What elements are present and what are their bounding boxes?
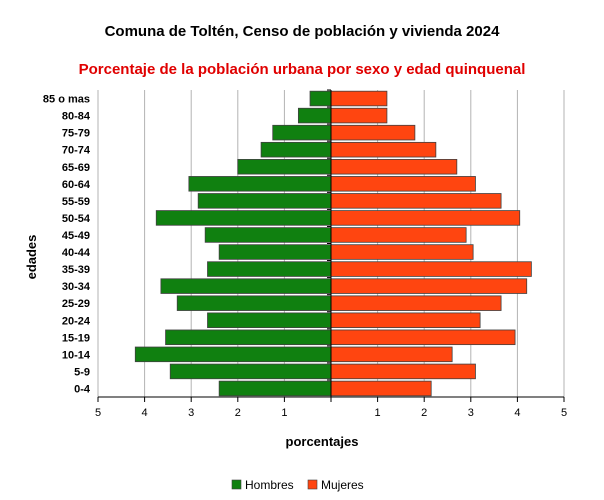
bar-hombres-25-29: [176, 295, 332, 311]
bar-hombres-30-34: [160, 278, 332, 294]
category-label-20-24: 20-24: [62, 315, 91, 327]
bar-mujeres-60-64: [330, 176, 476, 192]
x-tick-label-1: 4: [142, 407, 148, 419]
bar-hombres-35-39: [207, 261, 332, 277]
category-label-10-14: 10-14: [62, 349, 91, 361]
bar-mujeres-5-9: [330, 363, 476, 380]
category-label-45-49: 45-49: [62, 230, 90, 242]
x-tick-label-2: 3: [188, 407, 194, 419]
category-label-75-79: 75-79: [62, 128, 90, 140]
x-tick-label-4: 1: [281, 407, 287, 419]
bar-mujeres-45-49: [330, 227, 467, 243]
bar-hombres-5-9: [169, 363, 332, 380]
gridlines: [97, 90, 565, 397]
bar-hombres-15-19: [165, 329, 332, 346]
bar-hombres-55-59: [197, 193, 332, 209]
bar-hombres-65-69: [237, 159, 332, 175]
bars: [134, 90, 532, 397]
category-label-70-74: 70-74: [62, 145, 91, 157]
category-label-40-44: 40-44: [62, 247, 91, 259]
bar-mujeres-50-54: [330, 210, 521, 226]
x-axis-label: porcentajes: [286, 434, 359, 449]
x-tick-label-6: 1: [375, 407, 381, 419]
bar-hombres-50-54: [155, 210, 332, 226]
bar-hombres-85-o-mas: [309, 90, 332, 107]
bar-mujeres-20-24: [330, 312, 481, 328]
category-label-0-4: 0-4: [74, 383, 91, 395]
x-tick-label-8: 3: [468, 407, 474, 419]
x-tick-label-10: 5: [561, 407, 567, 419]
legend-label-1: Mujeres: [321, 478, 364, 492]
category-label-55-59: 55-59: [62, 196, 90, 208]
bar-hombres-60-64: [188, 176, 332, 192]
bar-hombres-80-84: [297, 107, 332, 124]
x-tick-label-7: 2: [421, 407, 427, 419]
category-label-60-64: 60-64: [62, 179, 91, 191]
category-label-85-o-mas: 85 o mas: [43, 94, 90, 106]
x-tick-label-0: 5: [95, 407, 101, 419]
bar-hombres-20-24: [207, 312, 332, 328]
bar-hombres-0-4: [218, 380, 332, 397]
x-tick-labels: 5 4 3 2 1 1 2 3 4 5: [95, 407, 567, 419]
x-tick-label-3: 2: [235, 407, 241, 419]
bar-hombres-45-49: [204, 227, 332, 243]
bar-mujeres-55-59: [330, 193, 502, 209]
bar-mujeres-0-4: [330, 380, 432, 397]
bar-mujeres-75-79: [330, 124, 416, 141]
y-axis-label: edades: [24, 235, 39, 280]
bar-mujeres-15-19: [330, 329, 516, 346]
bar-hombres-40-44: [218, 244, 332, 260]
bar-mujeres-40-44: [330, 244, 474, 260]
category-label-80-84: 80-84: [62, 111, 91, 123]
category-label-65-69: 65-69: [62, 162, 90, 174]
legend-swatch-0: [231, 479, 242, 490]
category-label-25-29: 25-29: [62, 298, 90, 310]
category-label-5-9: 5-9: [74, 366, 90, 378]
category-labels: 0-4 5-9 10-14 15-19 20-24 25-29 30-34 35-39 40-4…: [43, 94, 91, 396]
legend: Hombres Mujeres: [231, 478, 364, 492]
axes: [97, 89, 565, 402]
x-tick-label-9: 4: [514, 407, 520, 419]
bar-mujeres-70-74: [330, 141, 437, 158]
legend-swatch-1: [307, 479, 318, 490]
bar-mujeres-65-69: [330, 159, 458, 175]
bar-mujeres-85-o-mas: [330, 90, 388, 107]
legend-label-0: Hombres: [245, 478, 294, 492]
bar-mujeres-10-14: [330, 346, 453, 363]
bar-mujeres-25-29: [330, 295, 502, 311]
category-label-50-54: 50-54: [62, 213, 91, 225]
bar-mujeres-35-39: [330, 261, 532, 277]
category-label-15-19: 15-19: [62, 332, 90, 344]
category-label-35-39: 35-39: [62, 264, 90, 276]
bar-hombres-10-14: [134, 346, 332, 363]
bar-mujeres-30-34: [330, 278, 528, 294]
category-label-30-34: 30-34: [62, 281, 91, 293]
bar-mujeres-80-84: [330, 107, 388, 124]
chart-subtitle: Porcentaje de la población urbana por se…: [79, 61, 526, 78]
bar-hombres-75-79: [272, 124, 332, 141]
chart-title: Comuna de Toltén, Censo de población y v…: [105, 23, 500, 40]
bar-hombres-70-74: [260, 141, 332, 158]
